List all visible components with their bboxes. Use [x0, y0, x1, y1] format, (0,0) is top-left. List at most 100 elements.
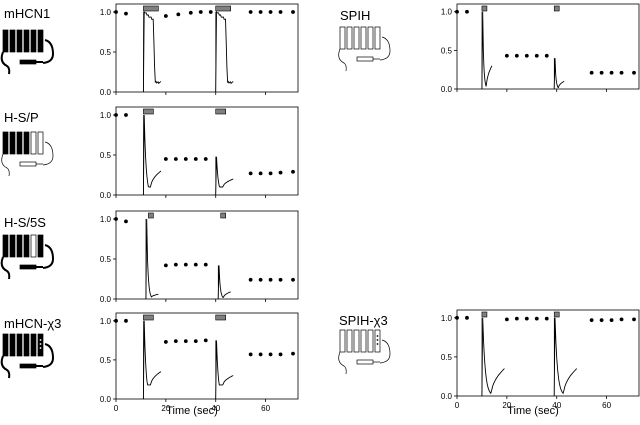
data-point: [258, 10, 263, 14]
panel-label-mhcn1: mHCN1: [4, 6, 50, 21]
data-point: [589, 318, 594, 323]
c-terminus-line: [42, 141, 54, 166]
data-point: [278, 352, 283, 357]
data-point: [203, 157, 208, 161]
data-point: [114, 10, 118, 14]
data-point: [248, 10, 253, 14]
panel-label-hsp: H-S/P: [4, 110, 39, 125]
data-point: [114, 318, 118, 323]
data-point: [278, 277, 283, 282]
channel-topology-icon: [338, 26, 391, 72]
data-point: [188, 10, 193, 15]
y-tick-label: 0.5: [100, 356, 112, 365]
transmembrane-segment: [30, 333, 37, 357]
plot-hs5s: 0.0 0.5 1.0: [100, 210, 299, 304]
data-point: [163, 340, 168, 344]
data-point: [599, 70, 604, 75]
plot-frame: [456, 309, 640, 397]
data-point: [504, 317, 509, 322]
transmembrane-segment: [30, 131, 37, 155]
data-point: [544, 316, 549, 321]
data-point: [268, 171, 273, 176]
transmembrane-segment: [37, 234, 44, 258]
transmembrane-segment: [9, 333, 16, 357]
data-point: [258, 352, 263, 357]
cnbd-box: [19, 161, 37, 167]
cnbd-box: [19, 363, 37, 369]
transmembrane-segment: [37, 333, 44, 357]
y-tick-label: 0.0: [100, 395, 112, 404]
transmembrane-segment: [37, 131, 44, 155]
plot-hsp: 0.0 0.5 1.0: [100, 106, 299, 200]
data-point: [176, 12, 181, 17]
x-tick-label: 20: [161, 404, 170, 413]
transmembrane-segment: [16, 29, 23, 53]
data-point: [455, 9, 459, 14]
data-point: [173, 157, 178, 161]
data-point: [278, 10, 283, 14]
data-point: [124, 11, 128, 16]
transmembrane-segment: [2, 333, 9, 357]
plot-mhcn1: 0.0 0.5 1.0: [100, 3, 299, 97]
channel-topology-icon: [0, 29, 55, 75]
stimulus-bar: [220, 212, 226, 219]
transmembrane-segment: [2, 234, 9, 258]
data-point: [203, 262, 208, 267]
c-terminus-line: [379, 339, 391, 364]
chimera-marker: [39, 347, 42, 349]
data-point: [534, 53, 539, 58]
data-point: [183, 339, 188, 344]
transmembrane-segment: [374, 26, 381, 50]
current-trace: [142, 10, 162, 93]
stimulus-bar: [143, 5, 159, 12]
y-tick-label: 0.5: [100, 48, 112, 57]
plot-frame: [115, 312, 299, 400]
data-point: [619, 317, 624, 322]
data-point: [193, 339, 198, 344]
transmembrane-segment: [23, 333, 30, 357]
n-terminus-line: [0, 355, 11, 379]
transmembrane-segment: [346, 329, 353, 353]
plot-frame: [456, 3, 640, 90]
plot-frame: [115, 106, 299, 196]
current-trace: [481, 317, 505, 397]
x-tick-label: 0: [455, 401, 460, 410]
stimulus-bar: [481, 311, 488, 318]
data-point: [208, 10, 213, 14]
data-point: [163, 14, 168, 18]
y-tick-label: 1.0: [441, 314, 453, 323]
c-terminus-line: [42, 343, 55, 368]
channel-topology-icon: [0, 234, 55, 280]
data-point: [619, 70, 624, 75]
x-tick-label: 60: [261, 404, 270, 413]
y-tick-label: 0.0: [441, 392, 453, 401]
data-point: [193, 157, 198, 161]
transmembrane-segment: [9, 131, 16, 155]
data-point: [514, 316, 519, 321]
stimulus-bar: [215, 314, 226, 321]
transmembrane-segment: [2, 131, 9, 155]
y-tick-label: 0.0: [100, 88, 112, 97]
y-tick-label: 1.0: [441, 8, 453, 17]
data-point: [465, 315, 469, 320]
data-point: [455, 315, 459, 320]
stimulus-bar: [148, 212, 154, 219]
current-trace: [215, 340, 234, 400]
transmembrane-segment: [16, 234, 23, 258]
x-tick-label: 0: [114, 404, 119, 413]
panel-label-spih: SPIH: [340, 8, 370, 23]
data-point: [163, 157, 168, 161]
data-point: [609, 70, 614, 75]
y-tick-label: 0.0: [100, 295, 112, 304]
plot-spih-chi3: 0.0 0.5 1.0 0 20 40 60: [441, 309, 640, 410]
x-tick-label: 20: [502, 401, 511, 410]
data-point: [258, 277, 263, 282]
stimulus-bar: [143, 108, 154, 115]
c-terminus-line: [42, 39, 55, 64]
y-tick-label: 0.5: [441, 353, 453, 362]
transmembrane-segment: [353, 329, 360, 353]
transmembrane-segment: [30, 29, 37, 53]
transmembrane-segment: [23, 234, 30, 258]
x-axis-title-left: Time (sec): [166, 405, 218, 417]
